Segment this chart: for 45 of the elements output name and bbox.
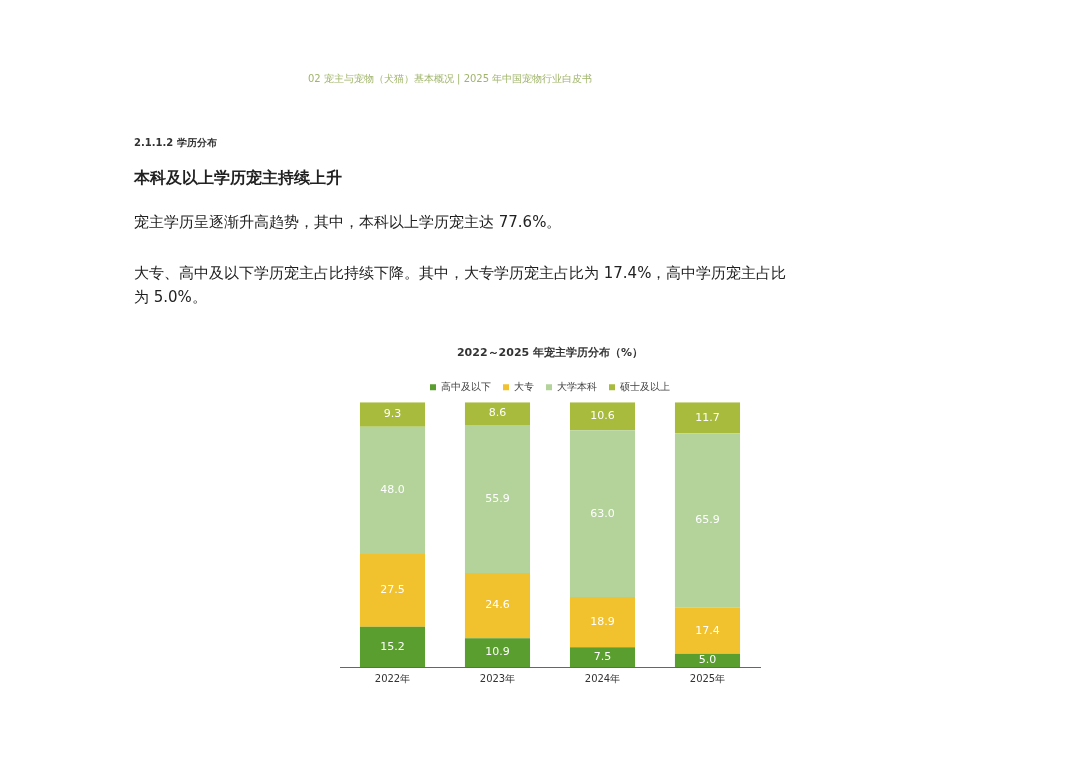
data-label: 65.9 <box>695 513 720 527</box>
data-label: 7.5 <box>593 649 612 663</box>
x-tick-label: 2023年 <box>479 672 516 684</box>
bar <box>674 433 741 608</box>
bar <box>359 626 426 667</box>
text: 宠主学历呈逐渐升高趋势，其中，本科以上学历宠主达 77.6%。 <box>134 213 562 232</box>
data-label: 10.6 <box>590 409 615 423</box>
data-label: 17.4 <box>695 623 720 637</box>
data-label: 55.9 <box>485 491 510 505</box>
legend-label: 大专 <box>514 380 534 392</box>
data-label: 10.9 <box>485 645 510 659</box>
data-label: 24.6 <box>485 598 510 612</box>
data-label: 8.6 <box>488 406 507 420</box>
data-label: 11.7 <box>695 410 720 424</box>
bar <box>359 553 426 627</box>
bar <box>359 402 426 427</box>
data-label: 9.3 <box>383 407 402 421</box>
bar <box>464 424 531 573</box>
bar <box>464 402 531 425</box>
bar <box>569 597 636 648</box>
x-tick-label: 2025年 <box>689 672 726 684</box>
text: 02 宠主与宠物（犬猫）基本概况 | 2025 年中国宠物行业白皮书 <box>308 72 593 86</box>
bar <box>569 430 636 598</box>
legend-label: 硕士及以上 <box>619 380 670 392</box>
data-label: 5.0 <box>698 653 717 667</box>
data-label: 48.0 <box>380 483 405 497</box>
x-tick-label: 2022年 <box>374 672 411 684</box>
bar <box>464 573 531 639</box>
bar <box>464 638 531 667</box>
data-label: 15.2 <box>380 639 405 653</box>
chart-title: 2022～2025 年宠主学历分布（%） <box>456 346 644 360</box>
data-label: 18.9 <box>590 614 615 628</box>
legend-label: 大学本科 <box>557 380 597 392</box>
bar <box>359 426 426 554</box>
text: 大专、高中及以下学历宠主占比持续下降。其中，大专学历宠主占比为 17.4%，高中学历宠主占比为 5.0%。 <box>134 263 788 308</box>
bar <box>569 647 636 667</box>
legend-label: 高中及以下 <box>441 380 491 392</box>
data-label: 63.0 <box>590 506 615 520</box>
x-tick-label: 2024年 <box>584 672 621 684</box>
bar <box>674 402 741 434</box>
data-label: 27.5 <box>380 583 405 597</box>
bar <box>674 607 741 654</box>
bar <box>569 402 636 431</box>
text: 2.1.1.2 学历分布 <box>134 136 217 150</box>
text: 本科及以上学历宠主持续上升 <box>134 168 342 189</box>
